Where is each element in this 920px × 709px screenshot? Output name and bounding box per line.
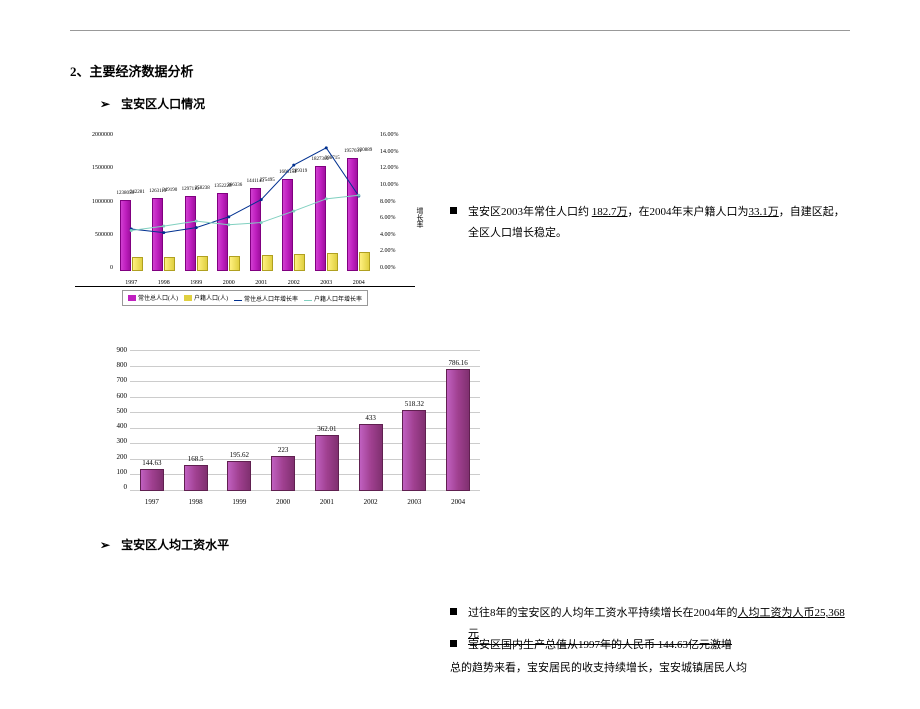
chart1-bars: 1238058242281126311924919012971102582381… — [115, 156, 375, 271]
arrow-icon: ➢ — [100, 97, 110, 111]
t1u2: 33.1万 — [749, 206, 779, 218]
t1u1: 182.7万 — [592, 206, 628, 218]
subsection-wage: ➢ 宝安区人均工资水平 — [100, 536, 850, 553]
chart2-bars: 144.63168.5195.62223362.01433518.32786.1… — [130, 351, 480, 491]
arrow-icon: ➢ — [100, 538, 110, 552]
chart1-legend: 常住总人口(人)户籍人口(人)常住总人口年增长率户籍人口年增长率 — [122, 290, 368, 306]
t2s: 宝安区国内生产总值从1997年的人民币 144.63亿元激增 — [468, 639, 732, 651]
chart1-legend-wrap: 常住总人口(人)户籍人口(人)常住总人口年增长率户籍人口年增长率 — [75, 287, 415, 306]
chart1-y-right: 0.00%2.00%4.00%6.00%8.00%10.00%12.00%14.… — [380, 132, 415, 271]
gdp-chart: 0100200300400500600700800900 144.63168.5… — [105, 336, 485, 506]
chart2-x-labels: 19971998199920002001200220032004 — [130, 498, 480, 506]
bullet-1: 宝安区2003年常住人口约 182.7万，在2004年末户籍人口为33.1万，自… — [450, 202, 850, 244]
subsection-population: ➢ 宝安区人口情况 — [100, 95, 850, 112]
t2a: 过往8年的宝安区的人均年工资水平持续增长在2004年的 — [468, 607, 738, 619]
text-block-2: 过往8年的宝安区的人均年工资水平持续增长在2004年的人均工资为人币25,368… — [450, 603, 850, 679]
square-bullet-icon — [450, 608, 457, 615]
text-block-1: 宝安区2003年常住人口约 182.7万，在2004年末户籍人口为33.1万，自… — [450, 202, 850, 246]
square-bullet-icon — [450, 207, 457, 214]
chart2-container: 0100200300400500600700800900 144.63168.5… — [70, 331, 850, 511]
t3: 总的趋势来看，宝安居民的收支持续增长，宝安城镇居民人均 — [450, 658, 850, 679]
section-title: 2、主要经济数据分析 — [70, 61, 850, 80]
chart1-container: 0500000100000015000002000000 0.00%2.00%4… — [70, 122, 420, 311]
chart1-row: 0500000100000015000002000000 0.00%2.00%4… — [70, 122, 850, 311]
t1b: ，在2004年末户籍人口为 — [628, 206, 749, 218]
chart1-x-labels: 19971998199920002001200220032004 — [115, 280, 375, 286]
population-chart: 0500000100000015000002000000 0.00%2.00%4… — [75, 127, 415, 287]
chart1-y-left: 0500000100000015000002000000 — [75, 132, 113, 271]
page-divider — [70, 30, 850, 31]
sub2-label: 宝安区人均工资水平 — [121, 538, 229, 552]
square-bullet-icon — [450, 640, 457, 647]
sub1-label: 宝安区人口情况 — [121, 97, 205, 111]
bullet-2b: 宝安区国内生产总值从1997年的人民币 144.63亿元激增 — [450, 635, 850, 656]
t1a: 宝安区2003年常住人口约 — [468, 206, 592, 218]
chart1-y2-label: 增长率 — [415, 207, 425, 228]
chart2-y-labels: 0100200300400500600700800900 — [105, 346, 127, 491]
